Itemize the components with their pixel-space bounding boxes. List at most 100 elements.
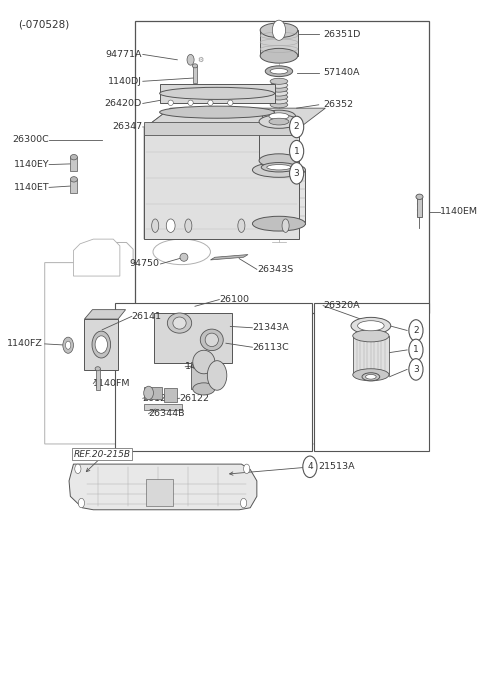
Text: 1140EY: 1140EY (13, 160, 49, 169)
Ellipse shape (353, 369, 389, 381)
Ellipse shape (270, 86, 288, 92)
Text: 26420D: 26420D (105, 99, 142, 108)
Ellipse shape (152, 219, 159, 232)
Text: 26320A: 26320A (323, 301, 360, 310)
Text: 94771A: 94771A (106, 50, 142, 59)
Circle shape (409, 320, 423, 341)
Bar (135, 21, 429, 313)
Ellipse shape (265, 66, 293, 77)
Ellipse shape (351, 318, 391, 334)
Polygon shape (210, 254, 248, 260)
Ellipse shape (270, 98, 288, 104)
Ellipse shape (260, 23, 298, 38)
Ellipse shape (185, 219, 192, 232)
Text: 1140FM: 1140FM (93, 379, 131, 388)
Circle shape (303, 456, 317, 478)
Circle shape (63, 337, 73, 353)
Text: 14130: 14130 (185, 362, 216, 371)
Ellipse shape (270, 82, 288, 88)
Ellipse shape (259, 115, 299, 129)
Ellipse shape (260, 48, 298, 63)
Ellipse shape (416, 194, 423, 199)
Ellipse shape (144, 386, 154, 400)
Ellipse shape (188, 100, 193, 106)
Circle shape (65, 341, 71, 349)
Circle shape (78, 499, 84, 507)
Bar (84, 319, 118, 370)
Ellipse shape (252, 163, 305, 177)
Bar (193, 66, 197, 83)
Circle shape (409, 359, 423, 380)
Bar (314, 303, 429, 451)
Ellipse shape (168, 313, 192, 333)
Ellipse shape (282, 219, 289, 232)
Text: 26344B: 26344B (149, 409, 185, 418)
Text: 21513A: 21513A (319, 462, 355, 471)
Text: 1140FZ: 1140FZ (7, 339, 43, 349)
Ellipse shape (270, 94, 288, 100)
Ellipse shape (71, 176, 77, 182)
Bar (160, 84, 275, 103)
Bar (115, 303, 312, 451)
Text: 26343S: 26343S (257, 265, 293, 274)
Text: 94750: 94750 (130, 260, 160, 269)
Circle shape (289, 116, 304, 138)
Ellipse shape (92, 331, 110, 358)
Ellipse shape (95, 336, 108, 353)
Ellipse shape (353, 330, 389, 342)
Bar (144, 122, 299, 135)
Text: 26122: 26122 (180, 394, 209, 402)
Ellipse shape (270, 69, 288, 74)
Ellipse shape (160, 87, 275, 100)
Text: 1: 1 (294, 147, 300, 155)
Ellipse shape (358, 321, 384, 331)
Circle shape (243, 464, 250, 474)
Ellipse shape (259, 154, 299, 168)
Circle shape (409, 339, 423, 361)
Circle shape (289, 141, 304, 162)
Ellipse shape (270, 78, 288, 84)
Ellipse shape (168, 100, 173, 106)
Ellipse shape (366, 374, 376, 379)
Ellipse shape (205, 333, 218, 347)
Text: REF.20-215B: REF.20-215B (73, 450, 131, 458)
Ellipse shape (228, 100, 233, 106)
Ellipse shape (238, 219, 245, 232)
Circle shape (240, 499, 247, 507)
Ellipse shape (208, 100, 213, 106)
Ellipse shape (160, 106, 275, 118)
Text: 2: 2 (413, 326, 419, 335)
Text: 3: 3 (413, 365, 419, 374)
Bar (353, 336, 389, 375)
Bar (252, 170, 305, 223)
Text: 1140DJ: 1140DJ (108, 77, 142, 85)
Bar (259, 122, 299, 161)
Text: 1140ET: 1140ET (13, 183, 49, 192)
Bar (144, 129, 299, 239)
Text: 26141: 26141 (131, 312, 161, 321)
Circle shape (272, 20, 286, 40)
Ellipse shape (261, 163, 297, 172)
Bar (260, 30, 298, 56)
Ellipse shape (270, 102, 288, 108)
Ellipse shape (193, 350, 215, 374)
Bar (155, 313, 232, 363)
Ellipse shape (153, 239, 210, 264)
Bar (71, 179, 77, 192)
Circle shape (207, 361, 227, 390)
Ellipse shape (193, 383, 215, 395)
Text: (-070528): (-070528) (18, 20, 70, 30)
Bar (71, 157, 77, 171)
Polygon shape (144, 108, 325, 129)
Text: 26113C: 26113C (252, 343, 289, 352)
Bar (164, 388, 177, 402)
Circle shape (166, 219, 175, 232)
Polygon shape (69, 464, 257, 509)
Circle shape (187, 55, 194, 65)
Ellipse shape (192, 64, 198, 68)
Ellipse shape (263, 110, 296, 122)
Ellipse shape (200, 329, 223, 351)
Polygon shape (84, 310, 126, 319)
Text: ⚙: ⚙ (197, 57, 204, 63)
Text: 26123: 26123 (142, 394, 172, 402)
